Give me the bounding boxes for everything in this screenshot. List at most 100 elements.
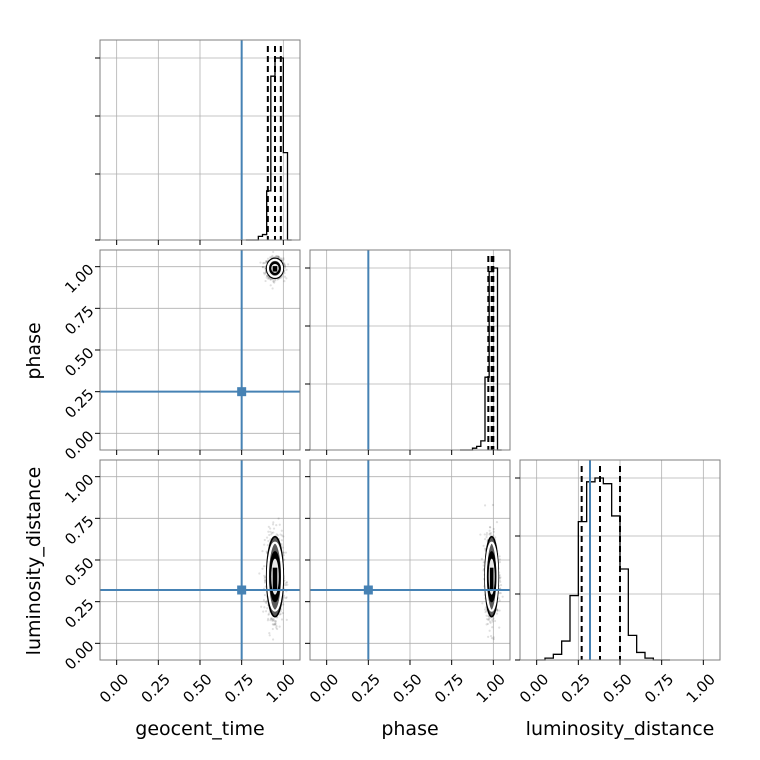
posterior-sample	[282, 551, 285, 554]
posterior-sample	[489, 526, 492, 529]
posterior-sample	[490, 636, 494, 640]
posterior-sample	[283, 558, 286, 561]
posterior-sample	[264, 279, 267, 283]
posterior-sample	[266, 257, 270, 260]
posterior-sample	[280, 276, 283, 279]
posterior-sample	[271, 619, 274, 623]
y-tick-label-luminosity_distance: 0.00	[61, 637, 97, 673]
posterior-sample	[285, 618, 288, 621]
posterior-sample	[265, 260, 268, 263]
posterior-sample	[266, 543, 269, 547]
posterior-sample	[285, 596, 288, 599]
posterior-sample	[485, 535, 488, 539]
posterior-sample	[272, 623, 275, 626]
x-tick-label-geocent_time: 0.00	[96, 670, 132, 706]
posterior-sample	[275, 625, 278, 628]
posterior-sample	[264, 610, 268, 613]
posterior-sample	[271, 254, 274, 257]
posterior-sample	[498, 609, 501, 612]
histogram-phase	[460, 267, 502, 451]
posterior-sample	[482, 564, 485, 567]
posterior-sample	[271, 617, 274, 620]
posterior-sample	[269, 618, 272, 622]
x-axis-label-luminosity-distance: luminosity_distance	[526, 718, 715, 740]
posterior-sample	[284, 583, 288, 587]
posterior-sample	[278, 523, 281, 526]
posterior-sample	[487, 618, 491, 621]
posterior-sample	[281, 612, 284, 615]
posterior-sample	[487, 635, 490, 638]
posterior-sample	[265, 550, 268, 553]
posterior-sample	[277, 517, 280, 520]
posterior-sample	[268, 631, 271, 635]
posterior-sample	[267, 525, 270, 528]
posterior-sample	[263, 538, 266, 542]
posterior-sample	[283, 275, 287, 278]
posterior-sample	[276, 255, 279, 258]
posterior-sample	[264, 261, 267, 265]
posterior-sample	[485, 623, 488, 626]
posterior-sample	[479, 533, 482, 536]
posterior-sample	[489, 532, 493, 535]
posterior-sample	[486, 622, 490, 626]
posterior-sample	[284, 596, 287, 600]
posterior-sample	[268, 533, 271, 537]
posterior-sample	[498, 626, 501, 629]
posterior-sample	[272, 280, 275, 283]
posterior-sample	[498, 555, 501, 558]
posterior-sample	[269, 530, 272, 533]
posterior-sample	[483, 608, 487, 611]
contour-white-luminosity_distance-vs-phase	[484, 541, 499, 612]
posterior-sample	[266, 277, 270, 280]
posterior-sample	[283, 262, 286, 265]
contour-white-luminosity_distance-vs-geocent_time	[266, 541, 284, 612]
posterior-sample	[499, 584, 503, 587]
posterior-sample	[280, 258, 283, 261]
posterior-sample	[283, 266, 287, 269]
posterior-sample	[491, 503, 494, 507]
posterior-sample	[265, 274, 269, 277]
posterior-sample	[492, 617, 495, 620]
posterior-sample	[277, 255, 280, 258]
posterior-sample	[487, 614, 490, 618]
posterior-sample	[488, 525, 492, 529]
posterior-sample	[285, 277, 288, 280]
posterior-sample	[488, 629, 491, 632]
y-axis-label-phase: phase	[23, 322, 45, 379]
posterior-sample	[274, 620, 277, 623]
posterior-sample	[488, 620, 492, 623]
posterior-sample	[271, 627, 274, 631]
posterior-sample	[282, 603, 285, 606]
posterior-sample	[498, 591, 501, 595]
posterior-sample	[263, 577, 266, 580]
posterior-sample	[283, 264, 286, 268]
posterior-sample	[265, 260, 268, 264]
contour-outer-phase-vs-geocent_time	[265, 257, 285, 280]
posterior-sample	[492, 638, 495, 641]
posterior-sample	[286, 583, 289, 586]
posterior-sample	[283, 263, 287, 267]
posterior-sample	[265, 599, 268, 603]
posterior-sample	[275, 626, 278, 629]
posterior-sample	[482, 569, 485, 572]
posterior-sample	[263, 565, 266, 568]
posterior-sample	[482, 561, 485, 564]
posterior-sample	[271, 287, 274, 290]
grid-layer	[100, 40, 720, 660]
posterior-sample	[278, 613, 281, 616]
posterior-sample	[261, 266, 265, 269]
posterior-sample	[499, 591, 502, 595]
posterior-sample	[269, 284, 272, 287]
samples-luminosity_distance-vs-phase	[479, 503, 504, 641]
posterior-sample	[280, 539, 284, 542]
posterior-sample	[275, 254, 278, 258]
data-layer	[100, 40, 670, 661]
posterior-sample	[488, 532, 491, 535]
posterior-sample	[278, 625, 281, 628]
posterior-sample	[272, 531, 275, 534]
posterior-sample	[263, 580, 267, 583]
posterior-sample	[495, 521, 499, 524]
y-axis-label-luminosity-distance: luminosity_distance	[23, 467, 45, 656]
posterior-sample	[283, 280, 286, 283]
posterior-sample	[501, 595, 504, 598]
